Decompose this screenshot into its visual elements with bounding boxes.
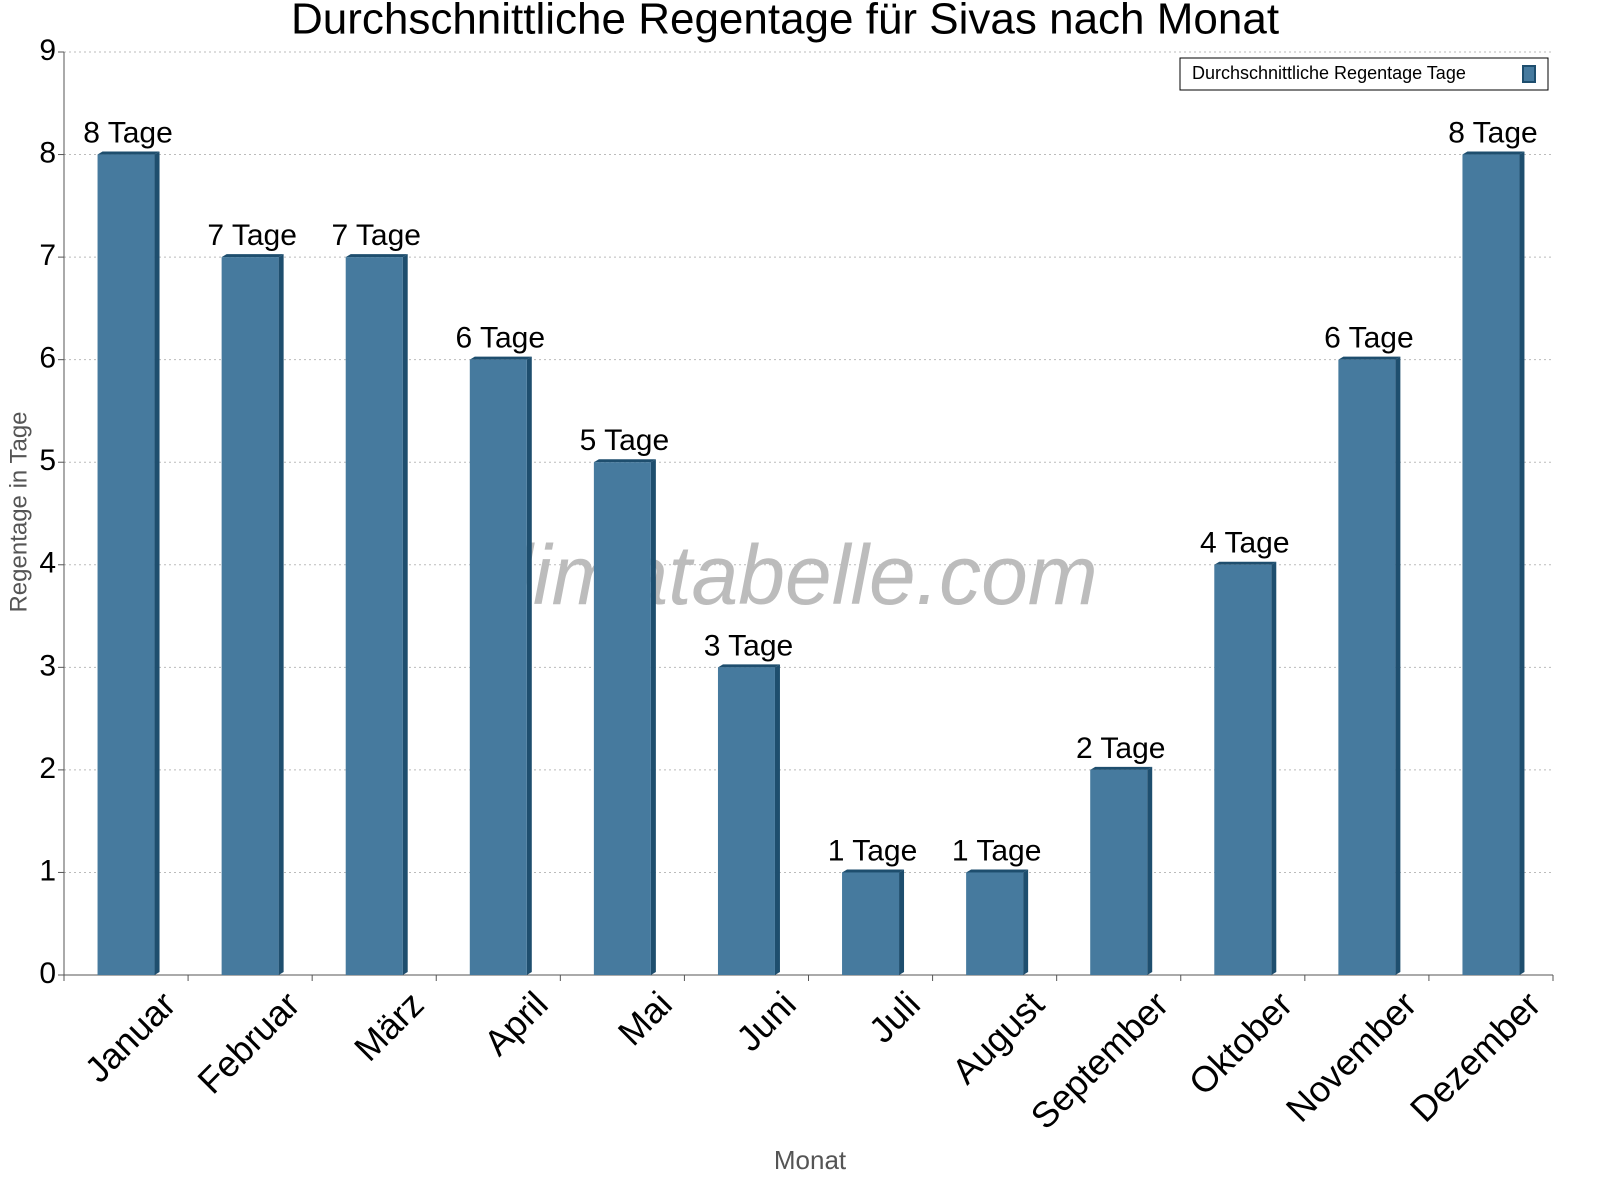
bar-top: [469, 356, 532, 360]
x-axis-title: Monat: [774, 1145, 847, 1175]
x-tick-label: Juni: [728, 983, 804, 1059]
bar-top: [842, 869, 905, 873]
bar-side: [278, 254, 284, 976]
bar: [1214, 564, 1272, 975]
bar: [1338, 359, 1396, 976]
bar-top: [966, 869, 1029, 873]
legend-swatch: [1522, 65, 1536, 83]
x-tick-label: Februar: [189, 983, 307, 1101]
x-tick-label: Mai: [610, 983, 680, 1053]
bar-side: [899, 869, 905, 975]
bar-top: [1462, 151, 1525, 155]
y-tick-label: 1: [39, 854, 56, 887]
y-tick-label: 5: [39, 444, 56, 477]
bar: [221, 257, 279, 976]
legend-box: [1179, 57, 1549, 91]
bar-top: [1338, 356, 1401, 360]
y-tick-label: 4: [39, 547, 56, 580]
y-tick-label: 6: [39, 342, 56, 375]
bar: [1462, 154, 1520, 976]
x-tick-label: Januar: [77, 983, 184, 1090]
y-axis-title: Regentage in Tage: [5, 411, 32, 612]
value-label: 1 Tage: [952, 834, 1042, 867]
value-label: 3 Tage: [704, 629, 794, 662]
bar-top: [345, 254, 408, 258]
x-tick-label: Juli: [861, 983, 928, 1050]
bar-side: [1395, 356, 1401, 976]
bar-side: [154, 151, 160, 976]
bar-side: [402, 254, 408, 976]
x-tick-label: April: [476, 983, 556, 1063]
bar: [1090, 769, 1148, 975]
x-tick-label: August: [944, 983, 1052, 1091]
bar-top: [717, 664, 780, 668]
x-tick-label: November: [1278, 983, 1424, 1129]
bar-side: [1271, 561, 1277, 975]
value-label: 8 Tage: [1448, 116, 1538, 149]
bar-top: [593, 459, 656, 463]
y-tick-label: 8: [39, 136, 56, 169]
bar-side: [774, 664, 780, 975]
y-tick-label: 7: [39, 239, 56, 272]
value-label: 4 Tage: [1200, 527, 1290, 560]
value-label: 2 Tage: [1076, 732, 1166, 765]
y-tick-label: 9: [39, 34, 56, 67]
bar-side: [1147, 766, 1153, 975]
value-label: 5 Tage: [580, 424, 670, 457]
value-label: 1 Tage: [828, 834, 918, 867]
legend-label: Durchschnittliche Regentage Tage: [1192, 63, 1466, 83]
x-tick-label: Oktober: [1181, 983, 1301, 1103]
x-tick-label: März: [346, 983, 432, 1069]
bar-side: [1023, 869, 1029, 975]
value-label: 6 Tage: [1324, 322, 1414, 355]
bar-top: [1214, 561, 1277, 565]
value-label: 8 Tage: [83, 116, 173, 149]
bar-side: [526, 356, 532, 976]
bar: [469, 359, 527, 976]
legend: Durchschnittliche Regentage Tage: [1179, 57, 1549, 91]
value-label: 7 Tage: [207, 219, 297, 252]
bar-side: [1519, 151, 1525, 976]
y-tick-label: 0: [39, 957, 56, 990]
chart-title: Durchschnittliche Regentage für Sivas na…: [291, 0, 1279, 44]
bar: [966, 872, 1024, 975]
bar: [717, 667, 775, 975]
bar: [842, 872, 900, 975]
x-tick-label: Dezember: [1402, 983, 1548, 1129]
bar-side: [650, 459, 656, 975]
bar-top: [221, 254, 284, 258]
bar: [97, 154, 155, 976]
y-tick-label: 2: [39, 752, 56, 785]
bar-top: [97, 151, 160, 155]
bar: [345, 257, 403, 976]
value-label: 7 Tage: [331, 219, 421, 252]
value-label: 6 Tage: [456, 322, 546, 355]
y-tick-label: 3: [39, 649, 56, 682]
bar: [593, 462, 651, 975]
bar-top: [1090, 766, 1153, 770]
watermark: klimatabelle.com: [472, 528, 1098, 622]
